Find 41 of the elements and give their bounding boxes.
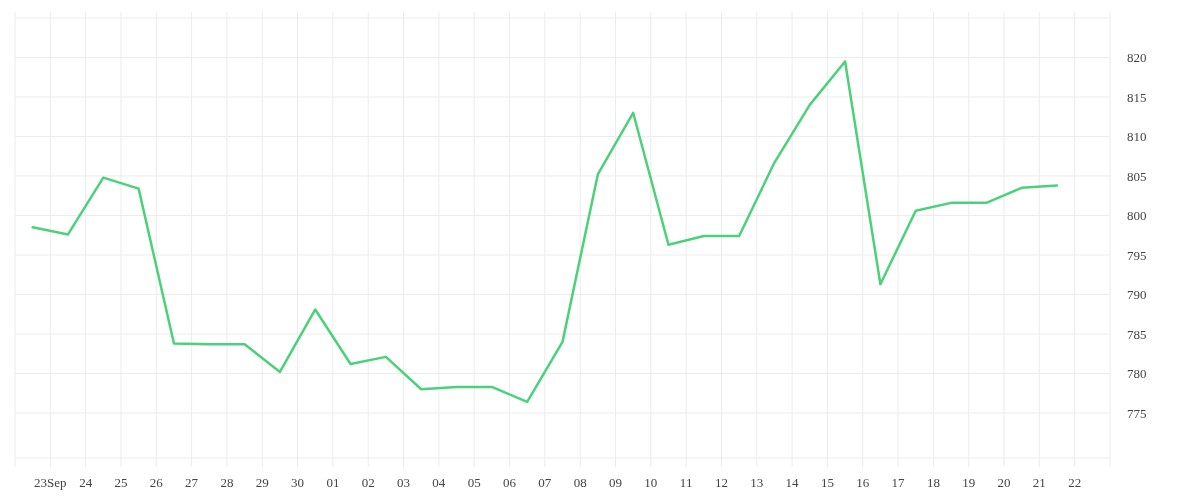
x-tick-label: 21 [1032, 475, 1046, 490]
y-tick-label: 795 [1127, 247, 1147, 263]
x-tick-label: 28 [220, 475, 234, 490]
x-tick-label: 11 [679, 475, 693, 490]
x-tick-label: 27 [185, 475, 199, 490]
x-tick-label: 15 [820, 475, 834, 490]
x-tick-label: 09 [608, 475, 622, 490]
x-tick-label: 26 [149, 475, 164, 490]
y-tick-label: 780 [1127, 366, 1147, 382]
x-tick-label: 13 [750, 475, 764, 490]
x-tick-label: 06 [503, 475, 517, 490]
y-tick-label: 805 [1127, 168, 1147, 184]
y-tick-label: 785 [1127, 326, 1147, 342]
x-tick-label: 10 [644, 475, 658, 490]
line-series [31, 60, 1059, 404]
x-tick-label: 02 [361, 475, 375, 490]
x-tick-label: 14 [785, 475, 800, 490]
x-tick-label: 01 [326, 475, 340, 490]
x-tick-label: 03 [397, 475, 411, 490]
x-tick-label: 20 [997, 475, 1011, 490]
x-tick-label: 23Sep [34, 475, 67, 490]
y-tick-label: 820 [1127, 50, 1147, 66]
y-tick-label: 815 [1127, 89, 1147, 105]
x-tick-label: 29 [255, 475, 269, 490]
x-tick-label: 25 [114, 475, 128, 490]
x-tick-label: 18 [926, 475, 940, 490]
y-tick-label: 810 [1127, 129, 1147, 145]
x-tick-label: 05 [467, 475, 481, 490]
y-tick-label: 775 [1127, 405, 1147, 421]
y-tick-label: 790 [1127, 287, 1147, 303]
x-tick-label: 12 [714, 475, 728, 490]
x-tick-label: 16 [856, 475, 870, 490]
x-tick-label: 17 [891, 475, 906, 490]
x-tick-label: 19 [962, 475, 976, 490]
x-tick-label: 07 [538, 475, 552, 490]
y-tick-label: 800 [1127, 208, 1147, 224]
x-tick-label: 04 [432, 475, 446, 490]
x-tick-label: 22 [1068, 475, 1082, 490]
x-tick-label: 24 [79, 475, 93, 490]
x-tick-label: 08 [573, 475, 587, 490]
x-tick-label: 30 [291, 475, 305, 490]
